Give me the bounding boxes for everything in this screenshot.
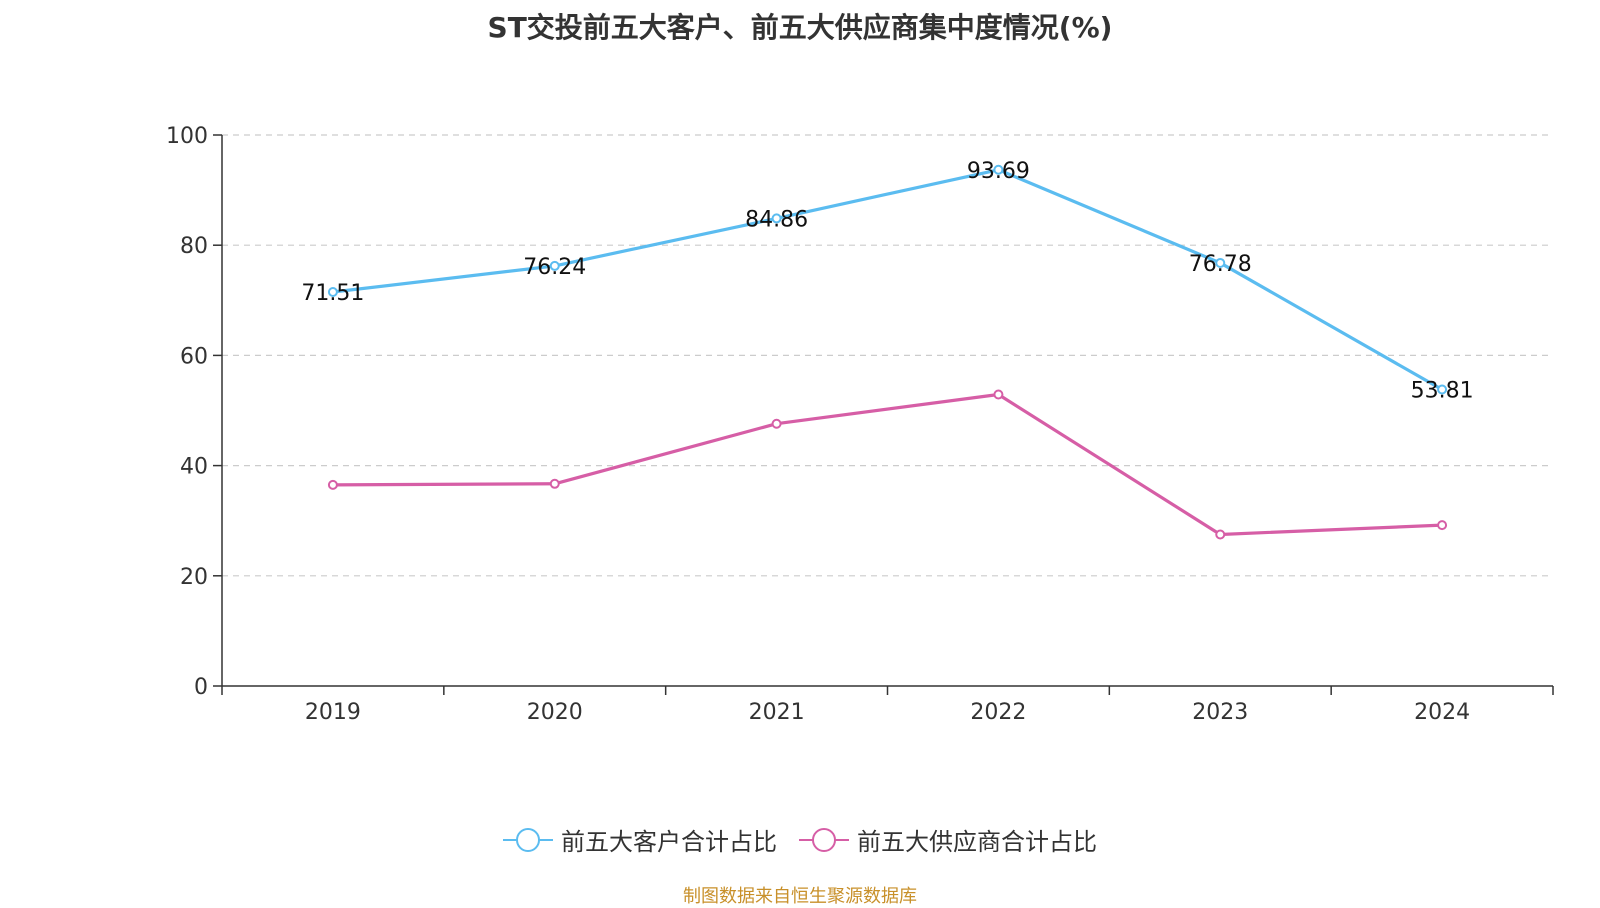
data-label-customers: 71.51 xyxy=(301,281,364,306)
x-tick-label: 2024 xyxy=(1414,700,1470,725)
data-point-suppliers xyxy=(993,389,1004,400)
x-tick-label: 2023 xyxy=(1192,700,1248,725)
y-tick-label: 40 xyxy=(180,455,208,480)
y-tick-label: 0 xyxy=(194,675,208,700)
y-tick-label: 60 xyxy=(180,344,208,369)
data-label-customers: 53.81 xyxy=(1411,379,1474,404)
data-label-customers: 93.69 xyxy=(967,159,1030,184)
y-tick-label: 80 xyxy=(180,234,208,259)
data-point-customers xyxy=(549,260,560,271)
y-tick-label: 100 xyxy=(166,124,208,149)
data-point-customers xyxy=(993,164,1004,175)
x-tick-label: 2022 xyxy=(970,700,1026,725)
x-tick-label: 2021 xyxy=(749,700,805,725)
legend-marker-suppliers xyxy=(799,827,849,852)
legend-marker-customers xyxy=(503,827,553,852)
data-point-customers xyxy=(1215,257,1226,268)
x-tick-label: 2019 xyxy=(305,700,361,725)
data-point-suppliers xyxy=(1437,520,1448,531)
data-source-note: 制图数据来自恒生聚源数据库 xyxy=(683,886,917,907)
series-line-customers xyxy=(332,168,1443,391)
legend-item-suppliers[interactable]: 前五大供应商合计占比 xyxy=(799,822,1097,857)
legend-label-suppliers: 前五大供应商合计占比 xyxy=(857,828,1097,856)
data-point-customers xyxy=(327,286,338,297)
legend: 前五大客户合计占比 前五大供应商合计占比 xyxy=(0,822,1600,857)
legend-label-customers: 前五大客户合计占比 xyxy=(561,828,777,856)
data-point-suppliers xyxy=(771,418,782,429)
chart-title: ST交投前五大客户、前五大供应商集中度情况(%) xyxy=(487,11,1113,44)
data-label-customers: 76.24 xyxy=(523,255,586,280)
data-point-suppliers xyxy=(327,479,338,490)
data-label-customers: 84.86 xyxy=(745,207,808,232)
data-point-suppliers xyxy=(549,478,560,489)
data-point-suppliers xyxy=(1215,529,1226,540)
data-point-customers xyxy=(771,213,782,224)
legend-item-customers[interactable]: 前五大客户合计占比 xyxy=(503,822,777,857)
data-point-customers xyxy=(1437,384,1448,395)
x-tick-label: 2020 xyxy=(527,700,583,725)
data-label-customers: 76.78 xyxy=(1189,252,1252,277)
series-line-suppliers xyxy=(332,392,1443,537)
y-tick-label: 20 xyxy=(180,565,208,590)
